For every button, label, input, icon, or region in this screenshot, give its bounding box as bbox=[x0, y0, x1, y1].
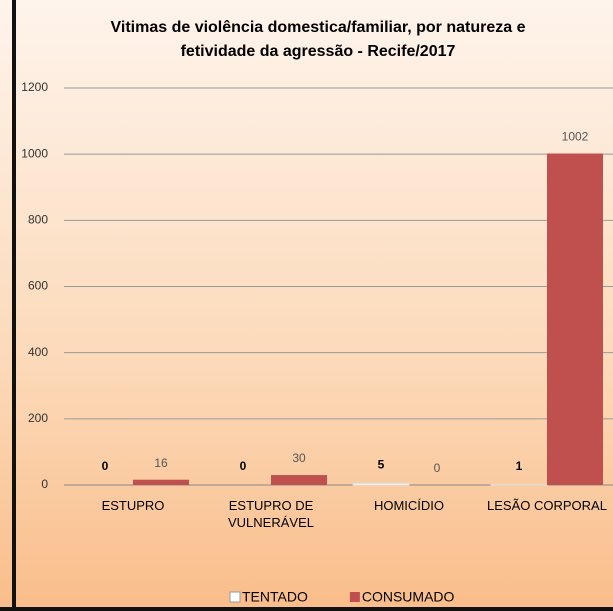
value-label: 1002 bbox=[562, 130, 589, 144]
y-tick-label: 1000 bbox=[21, 146, 48, 160]
value-label: 30 bbox=[292, 451, 306, 465]
legend-swatch bbox=[349, 592, 360, 602]
value-label: 1 bbox=[516, 459, 523, 473]
legend-swatch bbox=[229, 591, 241, 603]
y-tick-label: 200 bbox=[28, 411, 48, 425]
value-label: 0 bbox=[434, 461, 441, 475]
frame-left bbox=[12, 0, 16, 611]
x-tick-label: HOMICÍDIO bbox=[373, 498, 445, 513]
y-tick-label: 400 bbox=[28, 345, 48, 359]
y-tick-label: 0 bbox=[41, 477, 48, 491]
frame-bottom bbox=[0, 607, 613, 611]
y-tick-label: 800 bbox=[28, 213, 48, 227]
bar bbox=[271, 475, 327, 485]
x-tick-label: ESTUPRO DE VULNERÁVEL bbox=[228, 498, 314, 530]
legend-label: TENTADO bbox=[242, 589, 308, 605]
value-label: 5 bbox=[378, 458, 385, 472]
value-label: 0 bbox=[240, 459, 247, 473]
value-label: 16 bbox=[154, 456, 168, 470]
bar bbox=[133, 479, 189, 485]
legend-label: CONSUMADO bbox=[362, 589, 455, 605]
chart-title: Vitimas de violência domestica/familiar,… bbox=[111, 19, 526, 60]
y-tick-label: 1200 bbox=[21, 80, 48, 94]
y-tick-label: 600 bbox=[28, 279, 48, 293]
x-tick-label: LESÃO CORPORAL bbox=[487, 498, 607, 513]
x-tick-label: ESTUPRO bbox=[101, 498, 165, 513]
bar bbox=[352, 482, 410, 486]
value-label: 0 bbox=[102, 459, 109, 473]
bar bbox=[547, 153, 603, 485]
